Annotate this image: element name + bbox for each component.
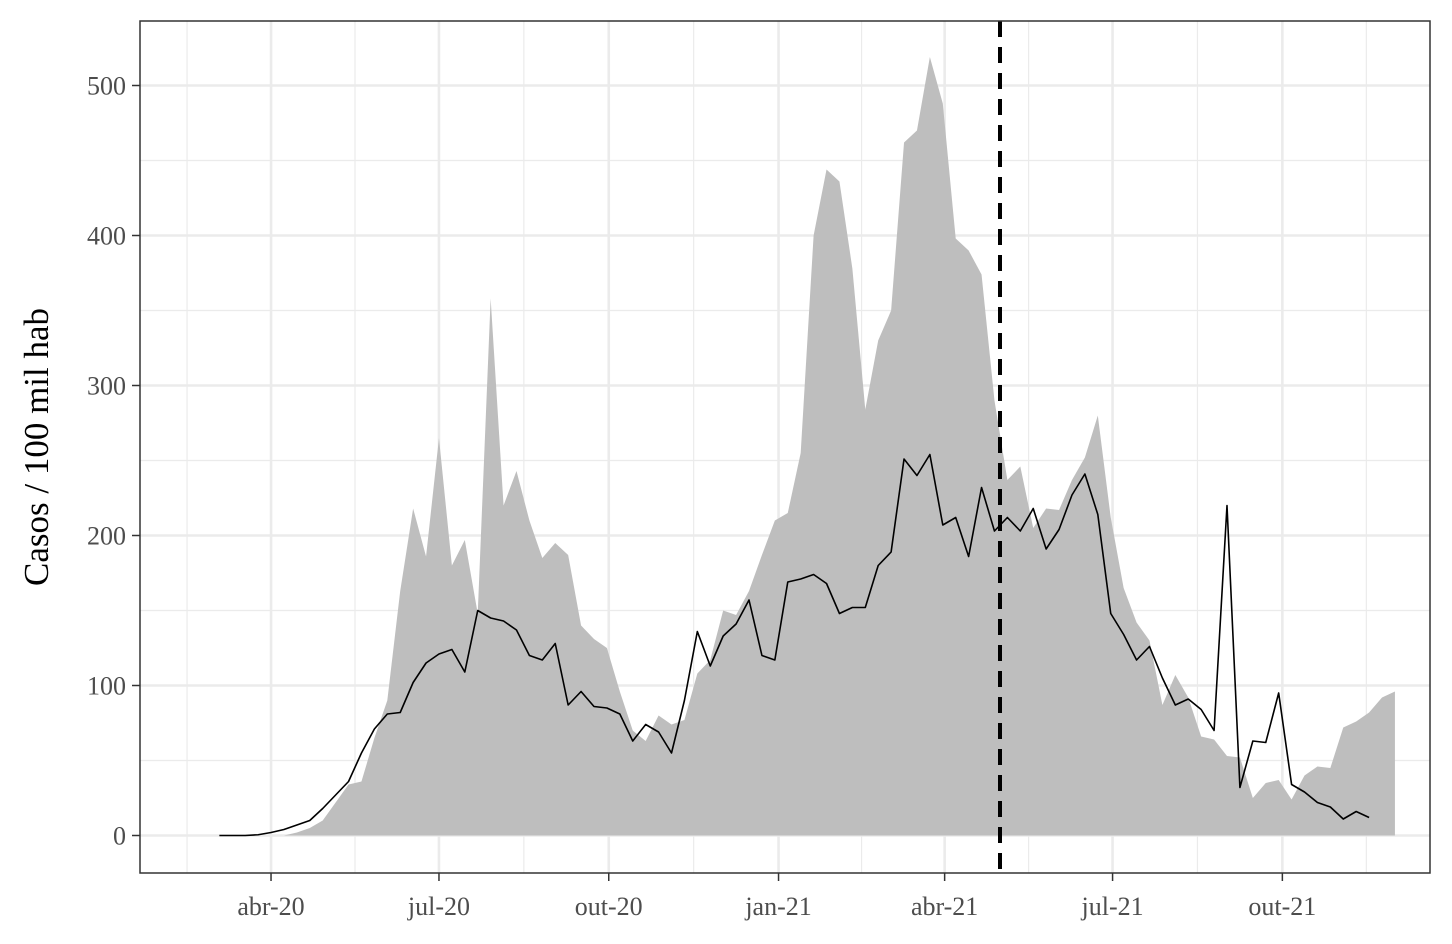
y-tick-label: 100 — [87, 672, 126, 701]
x-tick-label: abr-20 — [237, 892, 304, 921]
x-tick-label: abr-21 — [911, 892, 978, 921]
y-tick-label: 500 — [87, 72, 126, 101]
y-tick-label: 200 — [87, 522, 126, 551]
x-tick-label: jul-20 — [407, 892, 470, 921]
x-tick-label: out-20 — [575, 892, 643, 921]
area-fill — [283, 57, 1395, 836]
y-axis-title: Casos / 100 mil hab — [17, 308, 56, 586]
y-tick-label: 300 — [87, 372, 126, 401]
line-series — [219, 453, 1370, 837]
plot-border — [139, 20, 1431, 874]
x-tick-label: jan-21 — [744, 892, 811, 921]
axes: 0 100 200 300 400 500 abr-20 jul-20 out-20 jan-21… — [87, 72, 1316, 922]
line-path — [219, 453, 1370, 837]
area-series — [283, 57, 1395, 836]
y-tick-label: 0 — [113, 822, 126, 851]
x-tick-label: out-21 — [1248, 892, 1316, 921]
y-tick-label: 400 — [87, 222, 126, 251]
x-tick-label: jul-21 — [1081, 892, 1144, 921]
